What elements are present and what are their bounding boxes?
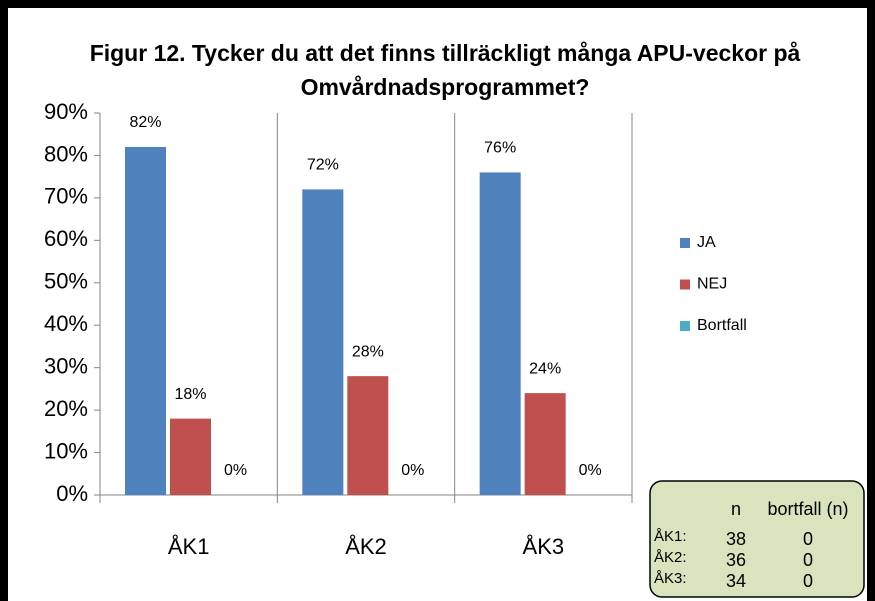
table-row-label: ÅK1: — [654, 528, 687, 545]
data-label: 0% — [401, 462, 424, 479]
x-tick-label: ÅK3 — [523, 534, 565, 559]
y-tick-label: 40% — [44, 311, 88, 336]
data-label: 18% — [174, 386, 206, 403]
data-label: 82% — [129, 114, 161, 131]
y-tick-label: 50% — [44, 269, 88, 294]
data-label: 72% — [307, 157, 339, 174]
legend-label: JA — [697, 234, 716, 251]
table-row-label: ÅK2: — [654, 549, 687, 566]
bar — [347, 376, 389, 495]
n-table-box — [649, 480, 865, 598]
y-tick-label: 80% — [44, 141, 88, 166]
y-tick-label: 20% — [44, 396, 88, 421]
table-row-label: ÅK3: — [654, 570, 687, 587]
data-label: 24% — [529, 360, 561, 377]
x-tick-label: ÅK1 — [168, 534, 210, 559]
data-label: 28% — [352, 343, 384, 360]
y-tick-label: 0% — [56, 481, 88, 506]
legend-label: NEJ — [697, 276, 727, 293]
chart-subtitle: Omvårdnadsprogrammet? — [301, 74, 590, 100]
y-tick-label: 10% — [44, 438, 88, 463]
bar — [302, 189, 344, 495]
legend-swatch — [680, 279, 690, 290]
y-tick-label: 90% — [44, 99, 88, 124]
legend-swatch — [680, 321, 690, 331]
table-cell: 0 — [803, 571, 813, 591]
bar — [524, 393, 566, 495]
x-tick-label: ÅK2 — [345, 534, 387, 559]
y-tick-label: 70% — [44, 184, 88, 209]
legend-label: Bortfall — [697, 317, 747, 334]
bar — [125, 146, 166, 495]
table-cell: 0 — [803, 550, 813, 570]
y-tick-label: 60% — [44, 226, 88, 251]
data-label: 76% — [484, 140, 516, 157]
bar — [170, 418, 211, 495]
table-cell: 34 — [726, 571, 746, 591]
table-cell: 0 — [803, 529, 813, 549]
chart-title: Figur 12. Tycker du att det finns tillrä… — [90, 40, 801, 66]
table-cell: 36 — [726, 550, 746, 570]
table-cell: 38 — [726, 529, 746, 549]
data-label: 0% — [224, 462, 247, 479]
table-header: n — [731, 499, 741, 519]
legend-swatch — [680, 238, 690, 248]
data-label: 0% — [579, 462, 602, 479]
bar — [479, 172, 521, 495]
y-tick-label: 30% — [44, 353, 88, 378]
table-header: bortfall (n) — [767, 499, 848, 519]
